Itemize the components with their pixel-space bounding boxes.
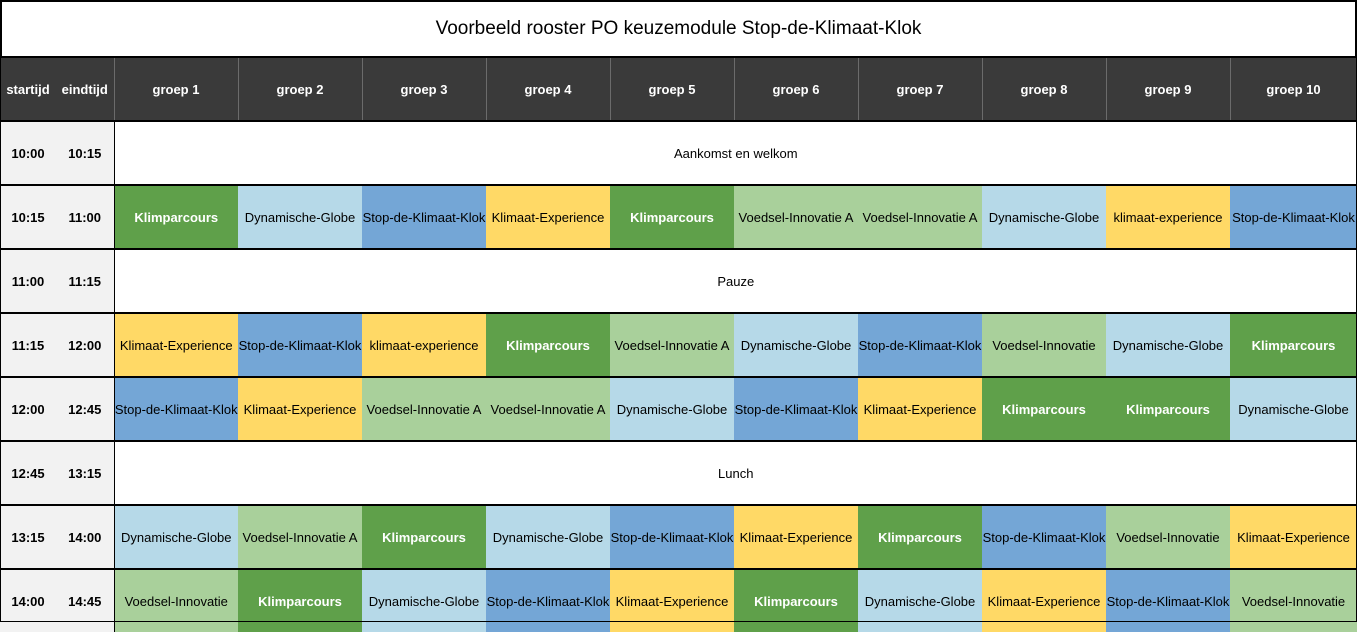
activity-cell-group-2: Stop-de-Klimaat-Klok xyxy=(238,313,362,377)
start-time-cell: 10:15 xyxy=(0,185,56,249)
schedule-row: 13:15 14:00 Dynamische-Globe Voedsel-Innova… xyxy=(0,505,1357,569)
schedule-table: startijd eindtijd groep 1 groep 2 groep … xyxy=(0,58,1357,632)
header-group-1: groep 1 xyxy=(113,58,239,121)
header-row: startijd eindtijd groep 1 groep 2 groep … xyxy=(0,58,1357,121)
schedule-row: 11:00 11:15 Pauze xyxy=(0,249,1357,313)
activity-cell-group-10: Voedsel-Innovatie xyxy=(1230,569,1357,632)
end-time-cell: 14:45 xyxy=(56,569,115,632)
header-group-5: groep 5 xyxy=(609,58,735,121)
end-time-cell: 12:45 xyxy=(56,377,115,441)
activity-cell-group-6: Stop-de-Klimaat-Klok xyxy=(734,377,858,441)
activity-cell-group-8: Klimparcours xyxy=(982,377,1106,441)
activity-cell-group-10: Klimaat-Experience xyxy=(1230,505,1357,569)
break-label-cell: Lunch xyxy=(114,441,1357,505)
header-group-9: groep 9 xyxy=(1105,58,1231,121)
activity-cell-group-5: Voedsel-Innovatie A xyxy=(610,313,734,377)
start-time-cell: 12:00 xyxy=(0,377,56,441)
activity-cell-group-9: Klimparcours xyxy=(1106,377,1230,441)
header-group-6: groep 6 xyxy=(733,58,859,121)
schedule-row: 12:00 12:45 Stop-de-Klimaat-Klok Klimaat-Ex… xyxy=(0,377,1357,441)
break-label-cell: Aankomst en welkom xyxy=(114,121,1357,185)
activity-cell-group-6: Dynamische-Globe xyxy=(734,313,858,377)
start-time-cell: 11:00 xyxy=(0,249,56,313)
header-group-2: groep 2 xyxy=(237,58,363,121)
break-label-cell: Pauze xyxy=(114,249,1357,313)
activity-cell-group-4: Stop-de-Klimaat-Klok xyxy=(486,569,610,632)
activity-cell-group-1: Klimaat-Experience xyxy=(114,313,238,377)
header-start-time: startijd xyxy=(0,58,56,121)
activity-cell-group-3: Dynamische-Globe xyxy=(362,569,486,632)
activity-cell-group-1: Stop-de-Klimaat-Klok xyxy=(114,377,238,441)
activity-cell-group-5: Klimparcours xyxy=(610,185,734,249)
activity-cell-group-2: Dynamische-Globe xyxy=(238,185,362,249)
start-time-cell: 11:15 xyxy=(0,313,56,377)
activity-cell-group-6: Voedsel-Innovatie A xyxy=(734,185,858,249)
header-end-time: eindtijd xyxy=(56,58,114,121)
activity-cell-group-10: Stop-de-Klimaat-Klok xyxy=(1230,185,1357,249)
activity-cell-group-7: Dynamische-Globe xyxy=(858,569,982,632)
end-time-cell: 11:15 xyxy=(56,249,115,313)
end-time-cell: 10:15 xyxy=(56,121,115,185)
end-time-cell: 12:00 xyxy=(56,313,115,377)
activity-cell-group-1: Klimparcours xyxy=(114,185,238,249)
activity-cell-group-1: Dynamische-Globe xyxy=(114,505,238,569)
schedule-row: 10:15 11:00 Klimparcours Dynamische-Globe St… xyxy=(0,185,1357,249)
activity-cell-group-7: Stop-de-Klimaat-Klok xyxy=(858,313,982,377)
activity-cell-group-3: klimaat-experience xyxy=(362,313,486,377)
schedule-row: 10:00 10:15 Aankomst en welkom xyxy=(0,121,1357,185)
start-time-cell: 14:00 xyxy=(0,569,56,632)
activity-cell-group-6: Klimaat-Experience xyxy=(734,505,858,569)
activity-cell-group-9: Stop-de-Klimaat-Klok xyxy=(1106,569,1230,632)
activity-cell-group-5: Dynamische-Globe xyxy=(610,377,734,441)
schedule-row: 14:00 14:45 Voedsel-Innovatie Klimparcours D… xyxy=(0,569,1357,632)
activity-cell-group-2: Klimaat-Experience xyxy=(238,377,362,441)
schedule-row: 11:15 12:00 Klimaat-Experience Stop-de-Klim… xyxy=(0,313,1357,377)
activity-cell-group-7: Klimaat-Experience xyxy=(858,377,982,441)
activity-cell-group-9: klimaat-experience xyxy=(1106,185,1230,249)
activity-cell-group-8: Dynamische-Globe xyxy=(982,185,1106,249)
activity-cell-group-10: Klimparcours xyxy=(1230,313,1357,377)
header-group-4: groep 4 xyxy=(485,58,611,121)
activity-cell-group-8: Klimaat-Experience xyxy=(982,569,1106,632)
activity-cell-group-5: Stop-de-Klimaat-Klok xyxy=(610,505,734,569)
start-time-cell: 13:15 xyxy=(0,505,56,569)
activity-cell-group-4: Voedsel-Innovatie A xyxy=(486,377,610,441)
activity-cell-group-3: Stop-de-Klimaat-Klok xyxy=(362,185,486,249)
activity-cell-group-4: Klimparcours xyxy=(486,313,610,377)
activity-cell-group-4: Dynamische-Globe xyxy=(486,505,610,569)
activity-cell-group-8: Voedsel-Innovatie xyxy=(982,313,1106,377)
header-group-7: groep 7 xyxy=(857,58,983,121)
activity-cell-group-6: Klimparcours xyxy=(734,569,858,632)
activity-cell-group-4: Klimaat-Experience xyxy=(486,185,610,249)
end-time-cell: 14:00 xyxy=(56,505,115,569)
header-group-10: groep 10 xyxy=(1229,58,1357,121)
header-group-8: groep 8 xyxy=(981,58,1107,121)
activity-cell-group-8: Stop-de-Klimaat-Klok xyxy=(982,505,1106,569)
header-group-3: groep 3 xyxy=(361,58,487,121)
start-time-cell: 10:00 xyxy=(0,121,56,185)
schedule-body: 10:00 10:15 Aankomst en welkom 10:15 11:00 Kl… xyxy=(0,121,1357,632)
start-time-cell: 12:45 xyxy=(0,441,56,505)
schedule-title: Voorbeeld rooster PO keuzemodule Stop-de… xyxy=(0,0,1357,58)
activity-cell-group-2: Klimparcours xyxy=(238,569,362,632)
activity-cell-group-2: Voedsel-Innovatie A xyxy=(238,505,362,569)
activity-cell-group-7: Klimparcours xyxy=(858,505,982,569)
end-time-cell: 11:00 xyxy=(56,185,115,249)
schedule-row: 12:45 13:15 Lunch xyxy=(0,441,1357,505)
activity-cell-group-9: Voedsel-Innovatie xyxy=(1106,505,1230,569)
activity-cell-group-3: Voedsel-Innovatie A xyxy=(362,377,486,441)
activity-cell-group-10: Dynamische-Globe xyxy=(1230,377,1357,441)
activity-cell-group-7: Voedsel-Innovatie A xyxy=(858,185,982,249)
activity-cell-group-5: Klimaat-Experience xyxy=(610,569,734,632)
activity-cell-group-9: Dynamische-Globe xyxy=(1106,313,1230,377)
activity-cell-group-3: Klimparcours xyxy=(362,505,486,569)
end-time-cell: 13:15 xyxy=(56,441,115,505)
activity-cell-group-1: Voedsel-Innovatie xyxy=(114,569,238,632)
